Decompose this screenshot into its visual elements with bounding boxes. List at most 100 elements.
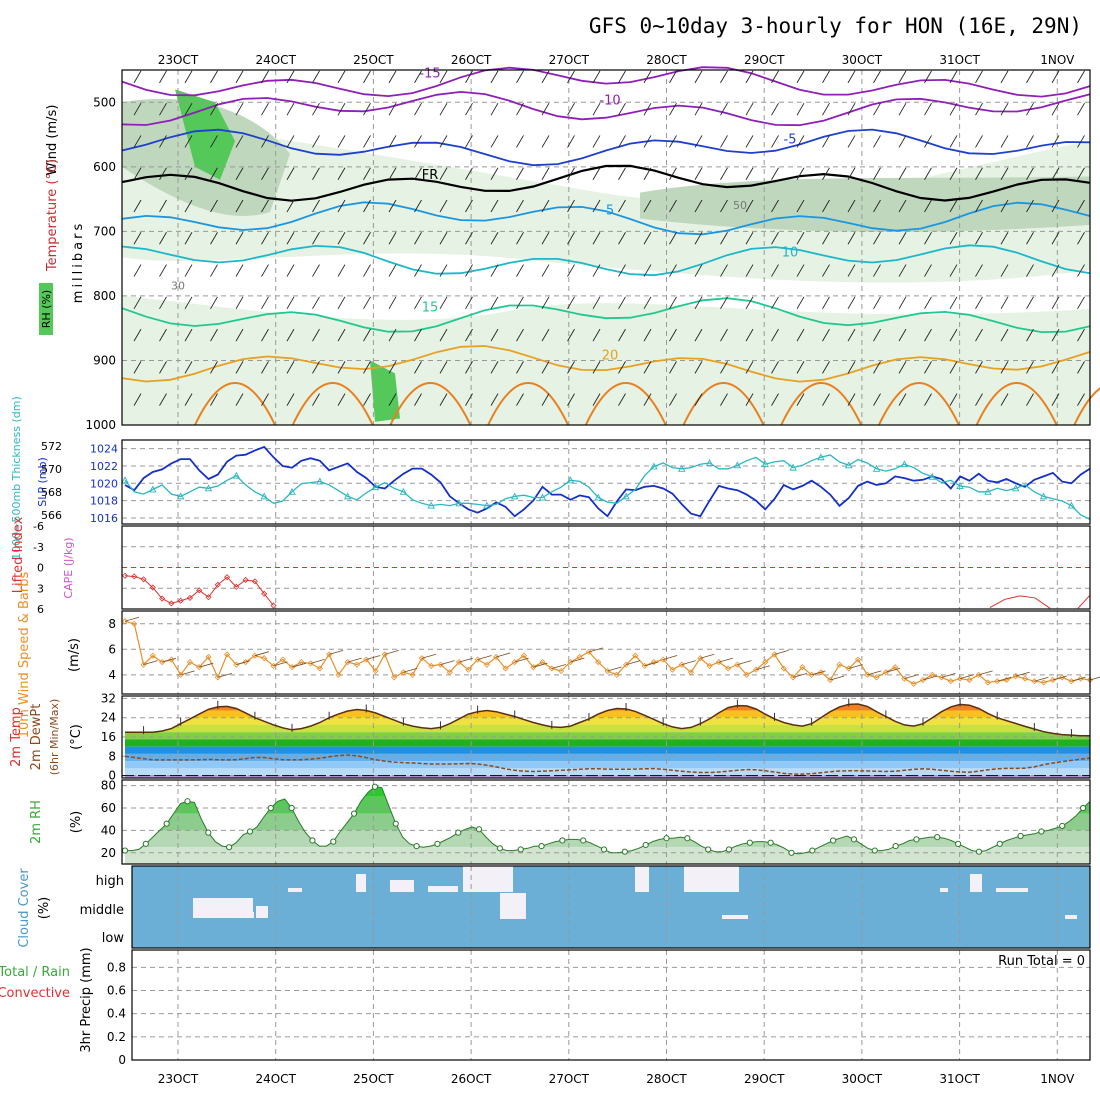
wind-speed-marker xyxy=(548,665,555,672)
wind-barb xyxy=(490,328,499,342)
lifted-index-fragment xyxy=(1077,594,1091,609)
wind-barb xyxy=(1051,264,1060,277)
wind-barb xyxy=(796,167,805,180)
precip-axis-label: 3hr Precip (mm) xyxy=(79,947,94,1052)
wind-barb xyxy=(700,653,715,659)
thickness-marker xyxy=(844,461,853,469)
wind-barb xyxy=(516,70,524,84)
wind-speed-marker xyxy=(595,659,602,666)
lifted-index-marker xyxy=(233,583,240,590)
rh2m-axis-label: 2m RH xyxy=(29,800,44,844)
wind-barb xyxy=(286,135,295,148)
thickness-marker xyxy=(677,464,686,472)
isotherm-line xyxy=(121,201,1091,236)
surface-isotherm-arch xyxy=(1073,387,1100,426)
rh-marker xyxy=(371,783,379,790)
wind-barb xyxy=(643,199,652,213)
wind-barb xyxy=(643,167,652,180)
wind-speed-marker xyxy=(261,655,268,662)
wind-barb xyxy=(771,393,779,406)
wind-barb xyxy=(975,264,983,277)
wind-speed-marker xyxy=(984,679,991,686)
thickness-marker xyxy=(789,463,797,471)
lifted-index-tick-label: -3 xyxy=(33,541,44,554)
surface-isotherm-arch xyxy=(975,382,1058,426)
temperature-band xyxy=(125,739,1090,747)
wind-barb xyxy=(847,232,856,245)
cloud-block xyxy=(240,912,254,918)
precip-convective-label: Convective xyxy=(0,986,70,1001)
wind-barb xyxy=(312,167,320,180)
lifted-index-axis-label: Lifted Index xyxy=(11,516,26,593)
wind-barb xyxy=(975,232,983,245)
wind-barb xyxy=(904,674,919,680)
wind-barb xyxy=(133,167,142,180)
panel-background xyxy=(122,611,1090,694)
wind-barb xyxy=(337,328,346,342)
wind-barb xyxy=(898,361,907,374)
wind-barb xyxy=(312,264,320,277)
cloud-block xyxy=(940,888,948,892)
rh-marker xyxy=(309,837,316,844)
wind-barb xyxy=(159,264,167,277)
rh-marker xyxy=(121,847,129,854)
wind-barb xyxy=(414,393,422,406)
wind-barb xyxy=(210,361,218,374)
relative-humidity-panel: 80 60 40 20 xyxy=(101,779,1091,865)
thickness-marker xyxy=(204,484,213,492)
lifted-index-cape-panel: -6 -3 0 3 6 xyxy=(33,520,1091,616)
temperature-band xyxy=(125,732,1090,740)
rh-marker xyxy=(413,842,420,850)
wind-barb xyxy=(567,102,575,116)
wind-barb xyxy=(941,673,956,678)
wind-barb xyxy=(184,264,193,277)
wind-barb xyxy=(924,167,932,180)
slp-tick-label: 1020 xyxy=(90,477,118,490)
pressure-tick-label: 1000 xyxy=(85,418,116,432)
wind-barb xyxy=(720,361,728,374)
wind-barb xyxy=(1077,296,1085,310)
wind-speed-marker xyxy=(465,666,472,673)
wind-barb xyxy=(885,667,900,673)
wind-barb xyxy=(822,199,830,213)
wind-speed-marker xyxy=(121,618,129,625)
wind-barb xyxy=(669,167,677,180)
thickness-marker xyxy=(343,492,352,500)
wind-barb xyxy=(694,167,703,180)
panel-background xyxy=(122,526,1090,609)
wind-barb xyxy=(541,232,550,245)
wind-barb xyxy=(975,328,983,342)
wind-barb xyxy=(363,328,371,342)
wind-barb xyxy=(792,673,808,678)
thickness-tick-label: 568 xyxy=(41,486,62,499)
wind-barb xyxy=(822,135,830,148)
wind-barb xyxy=(159,232,167,245)
wind-barb xyxy=(439,393,448,406)
wind-speed-marker xyxy=(947,678,954,685)
wind-barb xyxy=(1000,167,1009,180)
wind-barb xyxy=(159,393,167,406)
wind-barb xyxy=(975,199,983,213)
cloud-block xyxy=(722,915,748,919)
wind-barb xyxy=(822,232,830,245)
wind-barb xyxy=(720,264,728,277)
wind-barb xyxy=(898,264,907,277)
wind-barb xyxy=(669,70,677,84)
wind-barb xyxy=(681,660,696,666)
top-date-label: 28OCT xyxy=(646,53,687,67)
wind-speed-marker xyxy=(762,659,769,666)
wind-speed-marker xyxy=(558,667,565,675)
wind-speed-marker xyxy=(242,659,249,666)
wind-speed-marker xyxy=(910,680,917,687)
wind-barb xyxy=(618,361,626,374)
wind-barb xyxy=(618,102,626,116)
wind-barb xyxy=(490,167,499,180)
thickness-marker xyxy=(984,487,992,495)
wind-speed-marker xyxy=(790,674,797,681)
lifted-index-marker xyxy=(242,576,249,584)
wind-barb xyxy=(924,135,932,148)
wind-barb xyxy=(541,361,550,374)
wind-speed-marker xyxy=(205,653,212,661)
wind-barb xyxy=(465,328,473,342)
wind-barb xyxy=(796,232,805,245)
